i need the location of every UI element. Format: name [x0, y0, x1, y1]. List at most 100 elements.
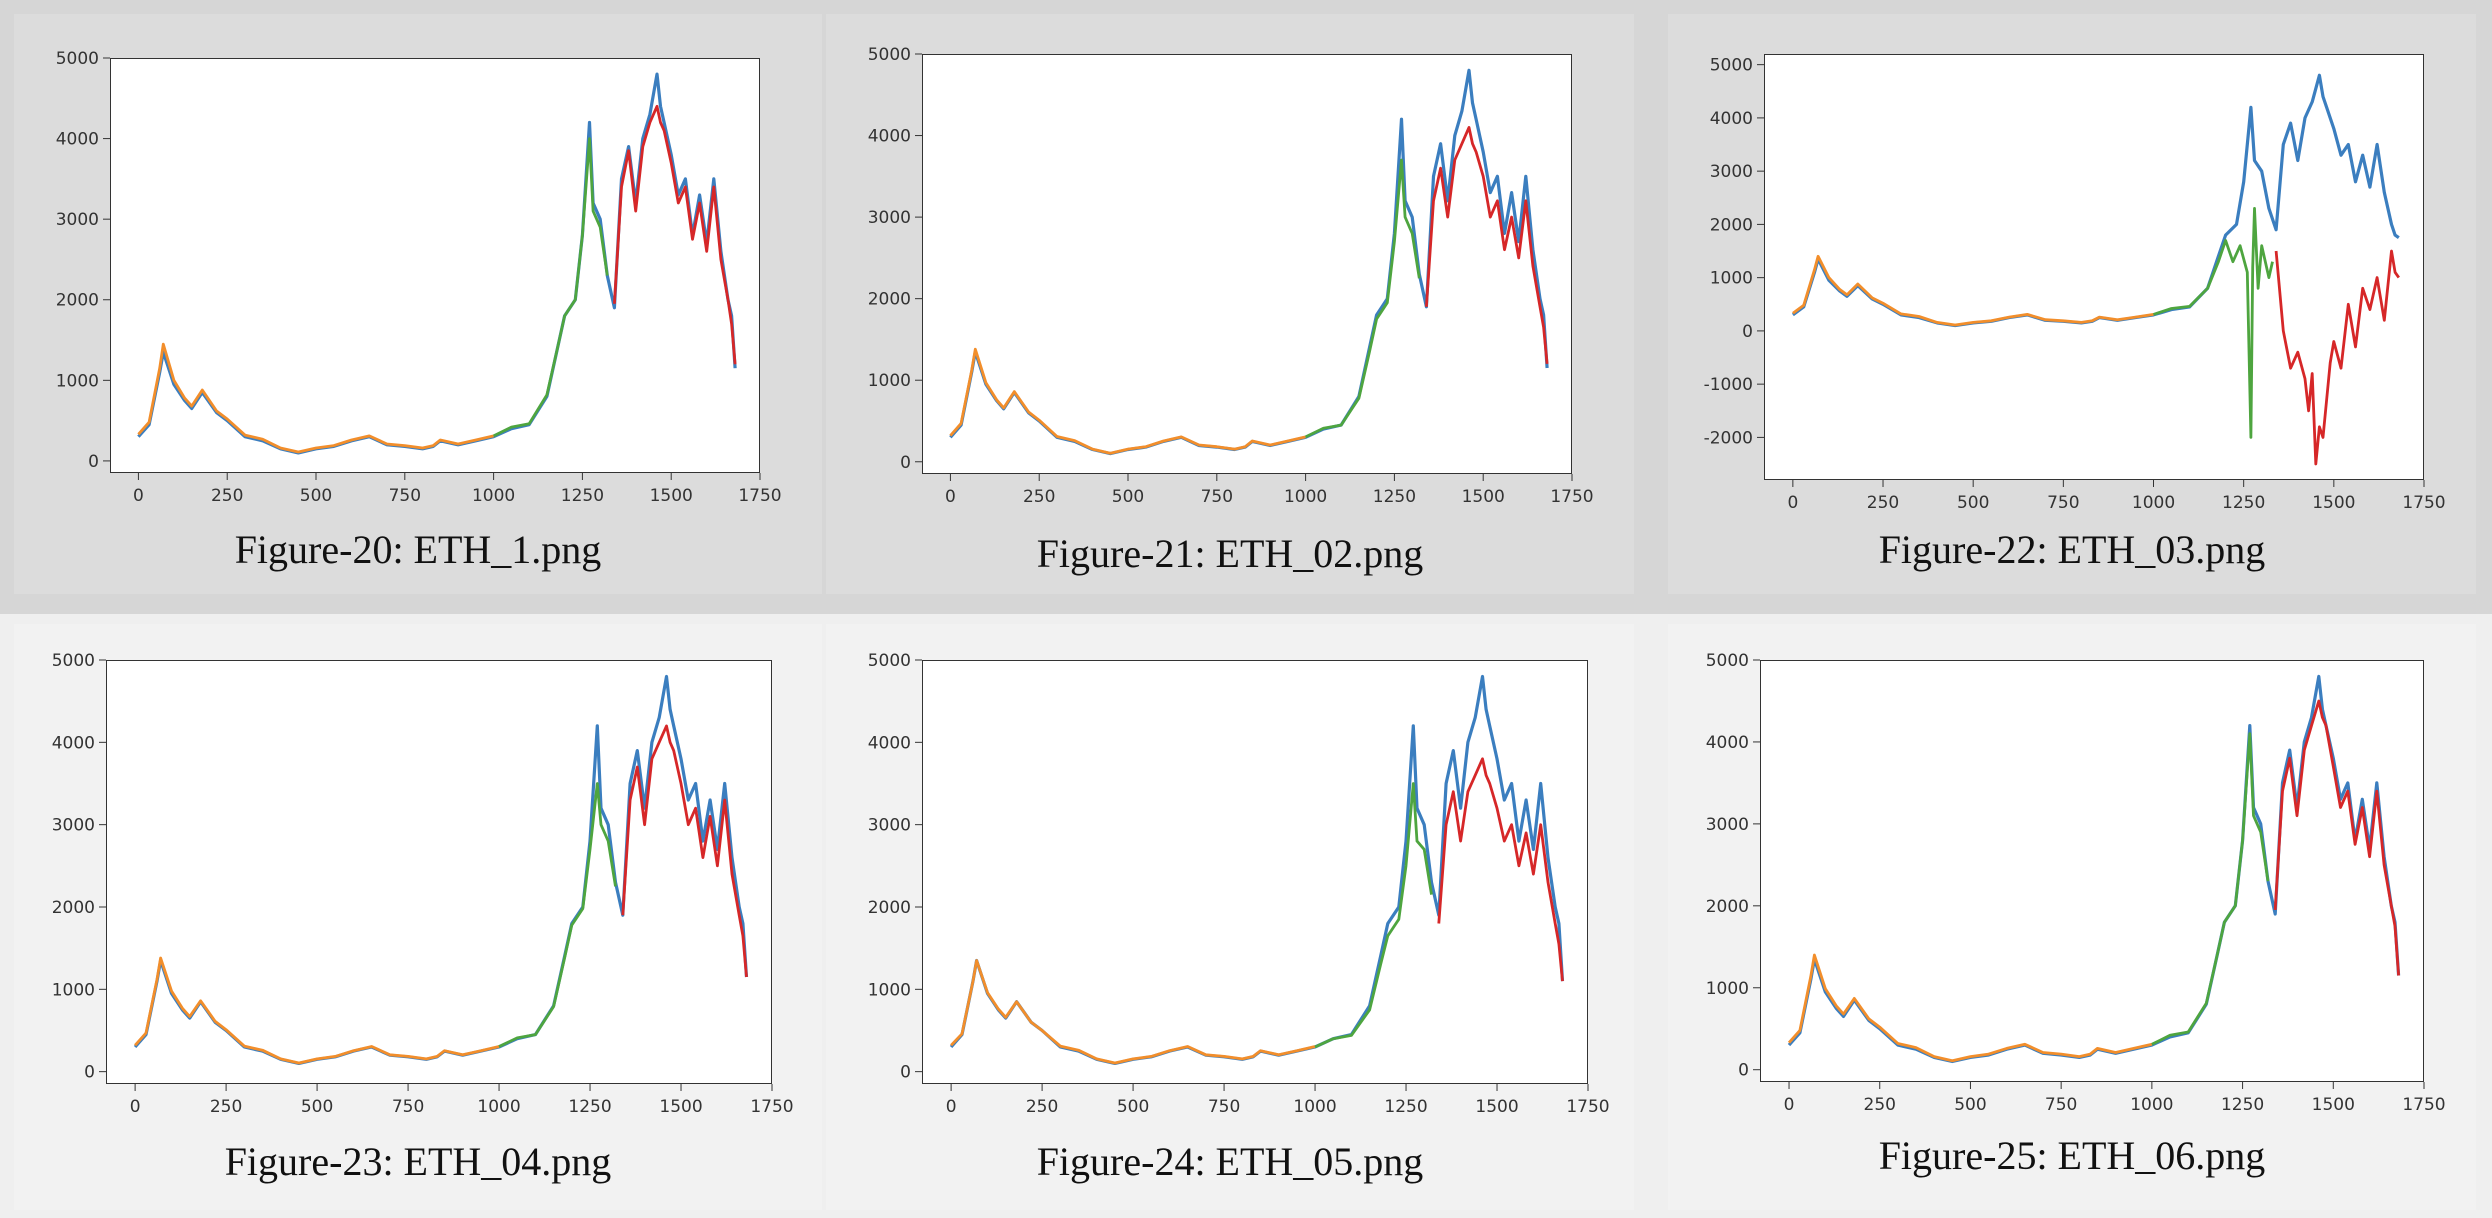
- x-tick-label: 500: [301, 1097, 333, 1117]
- figure-caption-3: Figure-22: ETH_03.png: [1878, 527, 2266, 572]
- figure-panel-6: 0 1000 2000 3000 4000 5000 0 250 500 750 1000 1250 1…: [1668, 624, 2476, 1210]
- x-tick-label: 0: [946, 1097, 957, 1117]
- x-tick-label: 1000: [472, 486, 515, 506]
- figure-panel-4: 0 1000 2000 3000 4000 5000 0 250 500 750 1000 1250 1…: [14, 624, 822, 1210]
- actual-series-line: [949, 674, 1565, 1065]
- x-tick-label: 0: [133, 486, 144, 506]
- x-tick-label: 1500: [650, 486, 693, 506]
- validation-series-line: [498, 782, 617, 1048]
- y-tick-label: 3000: [1710, 162, 1753, 182]
- y-tick-label: 1000: [52, 980, 95, 1000]
- y-tick-label: 1000: [868, 371, 911, 391]
- y-tick-label: -2000: [1704, 428, 1753, 448]
- x-tick-label: 1750: [2402, 493, 2445, 513]
- test-series-line: [2273, 699, 2400, 976]
- y-tick-label: 2000: [1710, 215, 1753, 235]
- line-chart-2: 0 1000 2000 3000 4000 5000 0 250 500 750 1000 1250 1…: [868, 45, 1594, 507]
- y-tick-label: 3000: [868, 208, 911, 228]
- y-tick-label: 3000: [52, 816, 95, 836]
- figure-caption-2: Figure-21: ETH_02.png: [1036, 531, 1424, 576]
- y-tick-label: 5000: [52, 651, 95, 671]
- y-tick-label: 5000: [868, 651, 911, 671]
- x-tick-label: 0: [130, 1097, 141, 1117]
- x-tick-label: 1000: [2132, 493, 2175, 513]
- y-tick-label: 0: [88, 452, 99, 472]
- x-tick-label: 250: [1864, 1095, 1896, 1115]
- train-series-line: [950, 959, 1316, 1065]
- x-tick-label: 250: [1023, 487, 1055, 507]
- train-series-line: [949, 347, 1306, 455]
- y-tick-label: 1000: [868, 980, 911, 1000]
- y-tick-label: 2000: [52, 898, 95, 918]
- validation-series-line: [492, 137, 609, 438]
- actual-series-line: [949, 68, 1549, 456]
- test-series-line: [621, 724, 748, 978]
- y-tick-label: 5000: [868, 45, 911, 65]
- y-tick-label: 0: [900, 1063, 911, 1083]
- x-tick-label: 1750: [738, 486, 781, 506]
- y-tick-label: 4000: [868, 733, 911, 753]
- y-tick-label: 4000: [56, 130, 99, 150]
- y-tick-label: 4000: [1706, 733, 1749, 753]
- x-tick-label: 1500: [1462, 487, 1505, 507]
- validation-series-line: [1314, 782, 1433, 1049]
- figure-caption-1: Figure-20: ETH_1.png: [234, 527, 602, 572]
- y-tick-label: 5000: [56, 49, 99, 69]
- figure-caption-4: Figure-23: ETH_04.png: [224, 1139, 612, 1184]
- x-tick-label: 1500: [2312, 1095, 2355, 1115]
- actual-series-line: [1791, 73, 2400, 328]
- x-tick-label: 1500: [659, 1097, 702, 1117]
- x-tick-label: 1000: [477, 1097, 520, 1117]
- y-tick-label: 5000: [1706, 651, 1749, 671]
- figure-panel-5: 0 1000 2000 3000 4000 5000 0 250 500 750 1000 1250 1…: [826, 624, 1634, 1210]
- x-tick-label: 750: [1201, 487, 1233, 507]
- x-tick-label: 500: [1117, 1097, 1149, 1117]
- validation-series-line: [1304, 158, 1421, 439]
- y-tick-label: 0: [1738, 1061, 1749, 1081]
- train-series-line: [1792, 254, 2154, 327]
- train-series-line: [134, 956, 500, 1065]
- actual-series-line: [1787, 674, 2401, 1064]
- y-tick-label: 3000: [1706, 815, 1749, 835]
- x-tick-label: 750: [2047, 493, 2079, 513]
- plot-area-2: [922, 54, 1572, 474]
- y-tick-label: 4000: [868, 127, 911, 147]
- figure-caption-5: Figure-24: ETH_05.png: [1036, 1139, 1424, 1184]
- x-tick-label: 1750: [1550, 487, 1593, 507]
- y-tick-label: 1000: [56, 371, 99, 391]
- line-chart-5: 0 1000 2000 3000 4000 5000 0 250 500 750 1000 1250 1…: [868, 651, 1610, 1117]
- y-tick-label: 3000: [868, 816, 911, 836]
- plot-area-5: [922, 660, 1588, 1084]
- y-tick-label: 0: [900, 453, 911, 473]
- train-series-line: [1787, 953, 2153, 1063]
- y-tick-label: 2000: [1706, 897, 1749, 917]
- x-tick-label: 750: [1208, 1097, 1240, 1117]
- x-tick-label: 0: [1787, 493, 1798, 513]
- x-tick-label: 250: [211, 486, 243, 506]
- x-tick-label: 750: [389, 486, 421, 506]
- actual-series-line: [133, 674, 749, 1065]
- y-tick-label: -1000: [1704, 375, 1753, 395]
- line-chart-3: -2000 -1000 0 1000 2000 3000 4000 5000 0 250 500 75…: [1704, 56, 2446, 513]
- y-tick-label: 5000: [1710, 56, 1753, 76]
- figure-panel-1: 0 1000 2000 3000 4000 5000 0 250 500 750 1000 1250 1…: [14, 14, 822, 594]
- plot-area-6: [1760, 660, 2424, 1082]
- y-tick-label: 0: [84, 1063, 95, 1083]
- x-tick-label: 1250: [561, 486, 604, 506]
- line-chart-4: 0 1000 2000 3000 4000 5000 0 250 500 750 1000 1250 1…: [52, 651, 794, 1117]
- x-tick-label: 1250: [2221, 1095, 2264, 1115]
- y-tick-label: 4000: [1710, 109, 1753, 129]
- x-tick-label: 500: [300, 486, 332, 506]
- validation-series-line: [2153, 206, 2274, 439]
- figure-panel-3: -2000 -1000 0 1000 2000 3000 4000 5000 0 250 500 75…: [1668, 14, 2476, 594]
- x-tick-label: 1500: [1475, 1097, 1518, 1117]
- x-tick-label: 250: [1867, 493, 1899, 513]
- x-tick-label: 1250: [1384, 1097, 1427, 1117]
- x-tick-label: 0: [1784, 1095, 1795, 1115]
- x-tick-label: 1000: [1293, 1097, 1336, 1117]
- y-tick-label: 4000: [52, 733, 95, 753]
- x-tick-label: 1500: [2312, 493, 2355, 513]
- x-tick-label: 1750: [2402, 1095, 2445, 1115]
- y-tick-label: 1000: [1706, 979, 1749, 999]
- x-tick-label: 750: [2045, 1095, 2077, 1115]
